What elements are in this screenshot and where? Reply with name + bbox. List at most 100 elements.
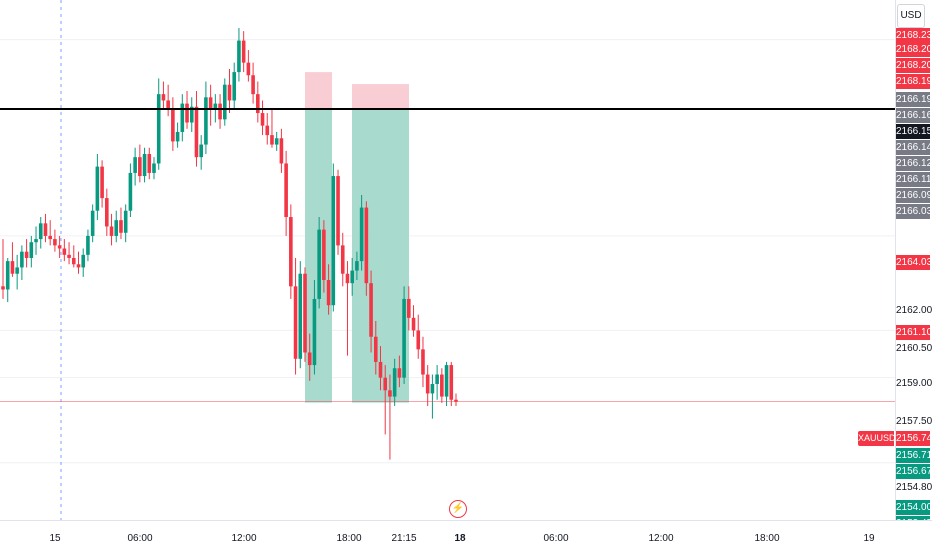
price-label: 2164.03 [896,255,932,270]
candle-body [359,207,364,262]
candle-body [20,251,24,268]
candle-body [1,286,5,290]
candle-body [180,103,185,132]
candle-body [194,106,199,158]
candle-body [265,125,270,136]
time-axis[interactable]: 15 06:00 12:00 18:00 21:15 18 06:00 12:00 18:00 1… [0,520,932,551]
price-label: 2166.14 [896,140,932,155]
candle-body [260,113,265,126]
candle-body [331,176,336,306]
price-label: 2166.03 [896,204,932,219]
time-label: 18:00 [754,533,780,544]
candle-body [67,254,71,258]
candle-body [90,210,95,236]
price-label: 2168.20 [896,42,932,57]
price-label: 2166.16 [896,108,932,123]
candle-body [171,109,175,142]
candle-body [15,267,19,274]
candle-body [222,84,227,120]
candle-body [10,261,15,274]
stop-loss-zone [305,72,332,109]
candle-body [270,135,274,145]
candle-body [364,207,369,284]
candle-body [62,248,67,255]
candle-body [454,399,458,402]
candle-body [204,97,208,145]
candle-body [293,286,298,359]
price-label: 2168.19 [896,74,932,89]
candle-body [227,84,232,101]
time-label: 19 [863,533,875,544]
candle-body [444,365,449,397]
candle-body [114,220,119,236]
candle-body [383,377,388,391]
time-label: 15 [49,533,61,544]
candle-body [435,374,439,384]
price-label: 2161.10 [896,325,932,340]
candle-body [57,245,62,249]
candle-body [119,220,123,233]
candle-body [421,349,425,375]
candle-body [100,166,104,199]
candle-body [241,40,246,63]
candle-body [138,157,142,177]
candle-body [378,361,383,378]
candle-body [199,144,203,158]
candle-body [251,75,255,95]
candle-body [312,298,317,366]
symbol-price-tag: XAUUSD [858,431,896,446]
stop-loss-zone [352,84,409,109]
candle-body [246,62,251,76]
price-label: 2154.80 [896,482,932,493]
currency-button[interactable]: USD [897,4,925,28]
candle-body [256,94,260,114]
candle-body [53,239,57,246]
candle-body [185,103,189,123]
candle-body [5,261,10,290]
flash-icon[interactable]: ⚡ [449,500,467,518]
candle-body [34,239,38,243]
price-label: 2166.12 [896,156,932,171]
candle-body [86,235,90,255]
candle-body [237,40,241,73]
candle-body [274,138,279,145]
candle-body [24,251,29,258]
time-label: 06:00 [543,533,569,544]
candle-body [105,198,109,227]
candle-body [279,138,284,164]
candle-body [213,103,218,110]
time-label: 06:00 [127,533,153,544]
candle-body [161,94,166,101]
price-label: 2156.71 [896,448,932,463]
candle-body [43,223,48,236]
time-label: 18:00 [336,533,362,544]
candle-body [416,330,421,350]
candle-body [81,254,86,268]
candle-body [449,365,454,400]
candle-body [317,229,321,299]
candle-body [307,352,312,366]
price-label: 2162.00 [896,305,932,316]
candle-body [303,273,307,353]
candle-body [76,264,81,268]
candle-body [208,97,213,110]
price-label: 2157.50 [896,416,932,427]
candle-body [123,210,128,233]
candle-body [388,390,392,397]
candle-body [152,163,156,173]
price-label: 2166.15 [896,124,932,139]
candle-body [369,283,373,337]
candle-body [340,245,345,274]
candle-body [440,374,444,397]
price-label: 2168.23 [896,28,932,43]
candle-body [392,368,397,397]
time-label: 12:00 [648,533,674,544]
candle-body [430,383,435,394]
price-label: 2160.50 [896,343,932,354]
candle-body [147,154,152,173]
price-label: 2166.09 [896,188,932,203]
candle-body [128,172,133,211]
price-label: 2166.19 [896,92,932,107]
candle-body [156,94,161,164]
